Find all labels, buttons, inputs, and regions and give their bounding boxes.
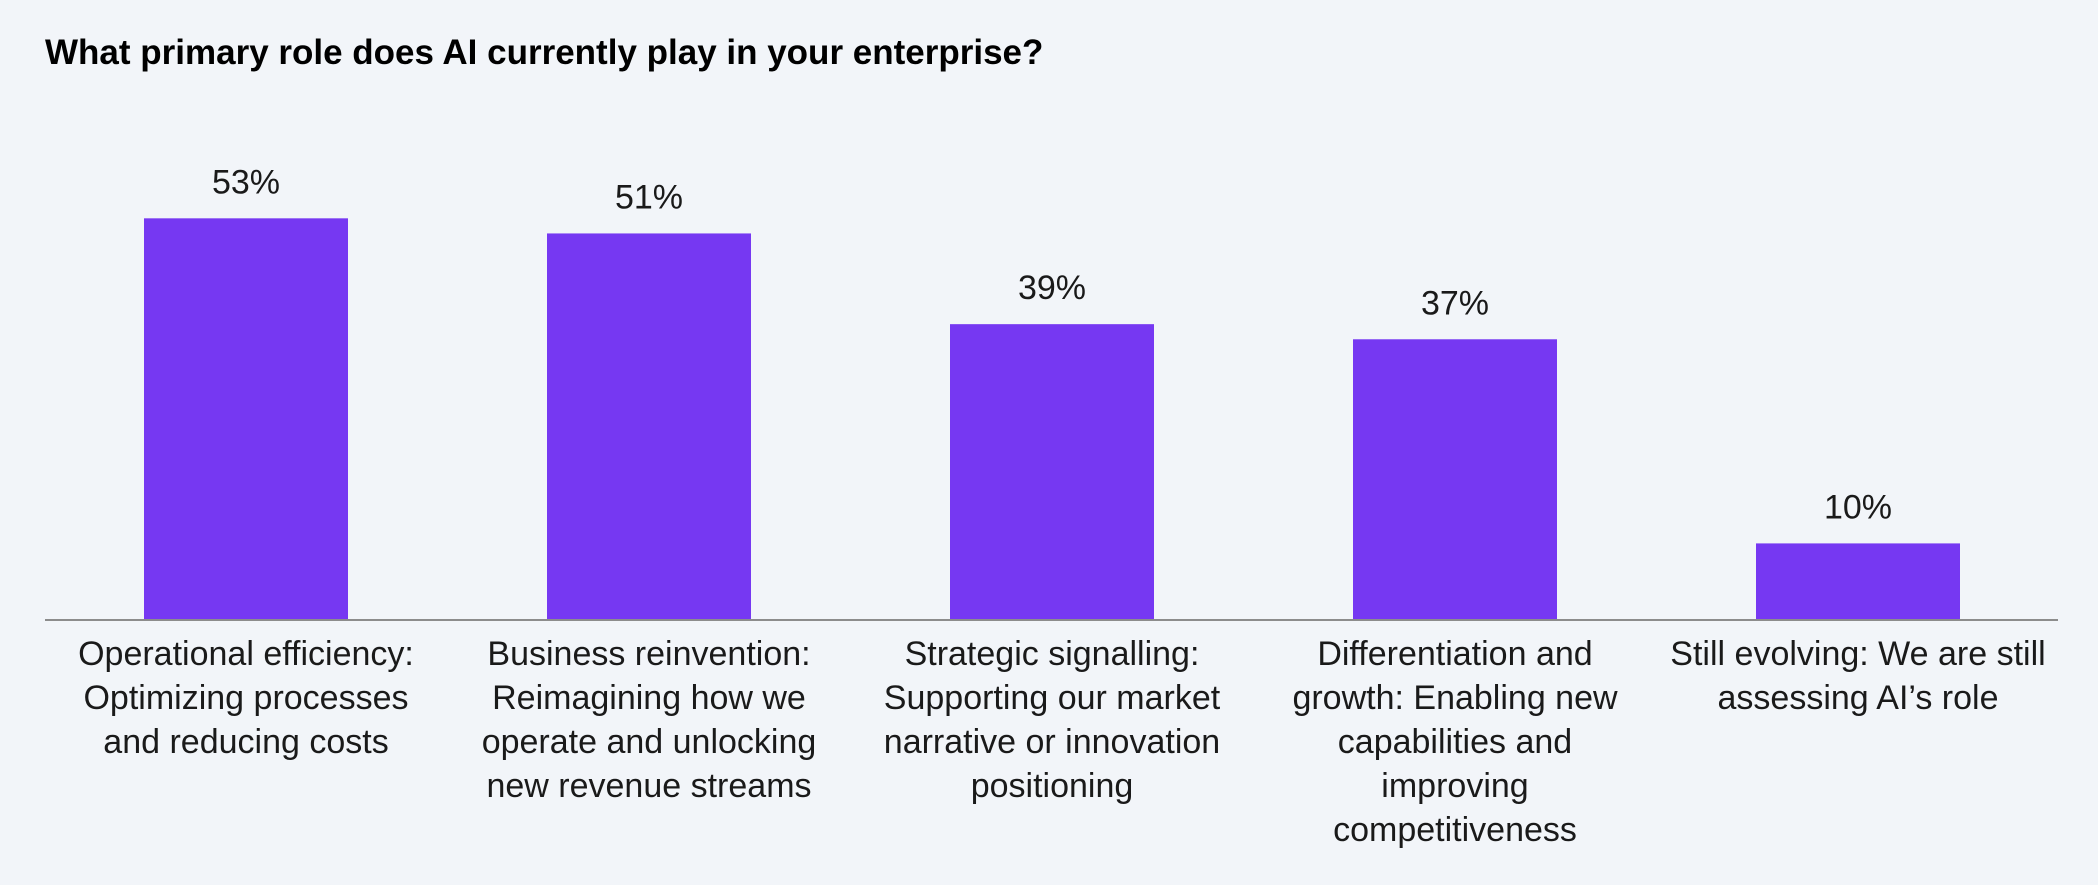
category-label-line: Supporting our market bbox=[883, 679, 1221, 717]
category-label-line: growth: Enabling new bbox=[1292, 679, 1618, 717]
category-label-1: Operational efficiency: Optimizing proces… bbox=[51, 632, 441, 764]
category-label-line: Still evolving: We are still bbox=[1670, 635, 2046, 673]
value-label-2: 51% bbox=[615, 178, 683, 216]
bar-3 bbox=[950, 324, 1154, 619]
category-label-2: Business reinvention: Reimagining how we o… bbox=[454, 632, 844, 808]
category-label-3: Strategic signalling: Supporting our mark… bbox=[857, 632, 1247, 808]
bar-group bbox=[144, 218, 1960, 619]
bar-5 bbox=[1756, 543, 1960, 619]
category-label-4: Differentiation and growth: Enabling new c… bbox=[1260, 632, 1650, 852]
bar-4 bbox=[1353, 339, 1557, 619]
category-label-line: improving bbox=[1381, 767, 1529, 805]
category-label-line: narrative or innovation bbox=[883, 723, 1221, 761]
category-label-line: new revenue streams bbox=[486, 767, 812, 805]
category-label-line: Operational efficiency: bbox=[78, 635, 414, 673]
category-label-5: Still evolving: We are still assessing AI… bbox=[1663, 632, 2053, 720]
bar-2 bbox=[547, 233, 751, 619]
value-label-4: 37% bbox=[1421, 284, 1489, 322]
value-label-3: 39% bbox=[1018, 269, 1086, 307]
category-label-line: capabilities and bbox=[1337, 723, 1573, 761]
value-label-group: 53% 51% 39% 37% 10% bbox=[212, 163, 1892, 526]
bar-1 bbox=[144, 218, 348, 619]
category-label-line: assessing AI’s role bbox=[1717, 679, 1999, 717]
value-label-5: 10% bbox=[1824, 488, 1892, 526]
category-label-line: competitiveness bbox=[1333, 811, 1577, 849]
category-label-line: and reducing costs bbox=[103, 723, 389, 761]
category-label-line: operate and unlocking bbox=[481, 723, 817, 761]
category-label-line: Strategic signalling: bbox=[904, 635, 1200, 673]
category-label-line: Differentiation and bbox=[1317, 635, 1593, 673]
chart-title: What primary role does AI currently play… bbox=[45, 33, 1044, 72]
category-label-line: Reimagining how we bbox=[492, 679, 806, 717]
category-label-line: positioning bbox=[970, 767, 1134, 805]
category-label-line: Business reinvention: bbox=[487, 635, 811, 673]
value-label-1: 53% bbox=[212, 163, 280, 201]
category-label-line: Optimizing processes bbox=[83, 679, 409, 717]
